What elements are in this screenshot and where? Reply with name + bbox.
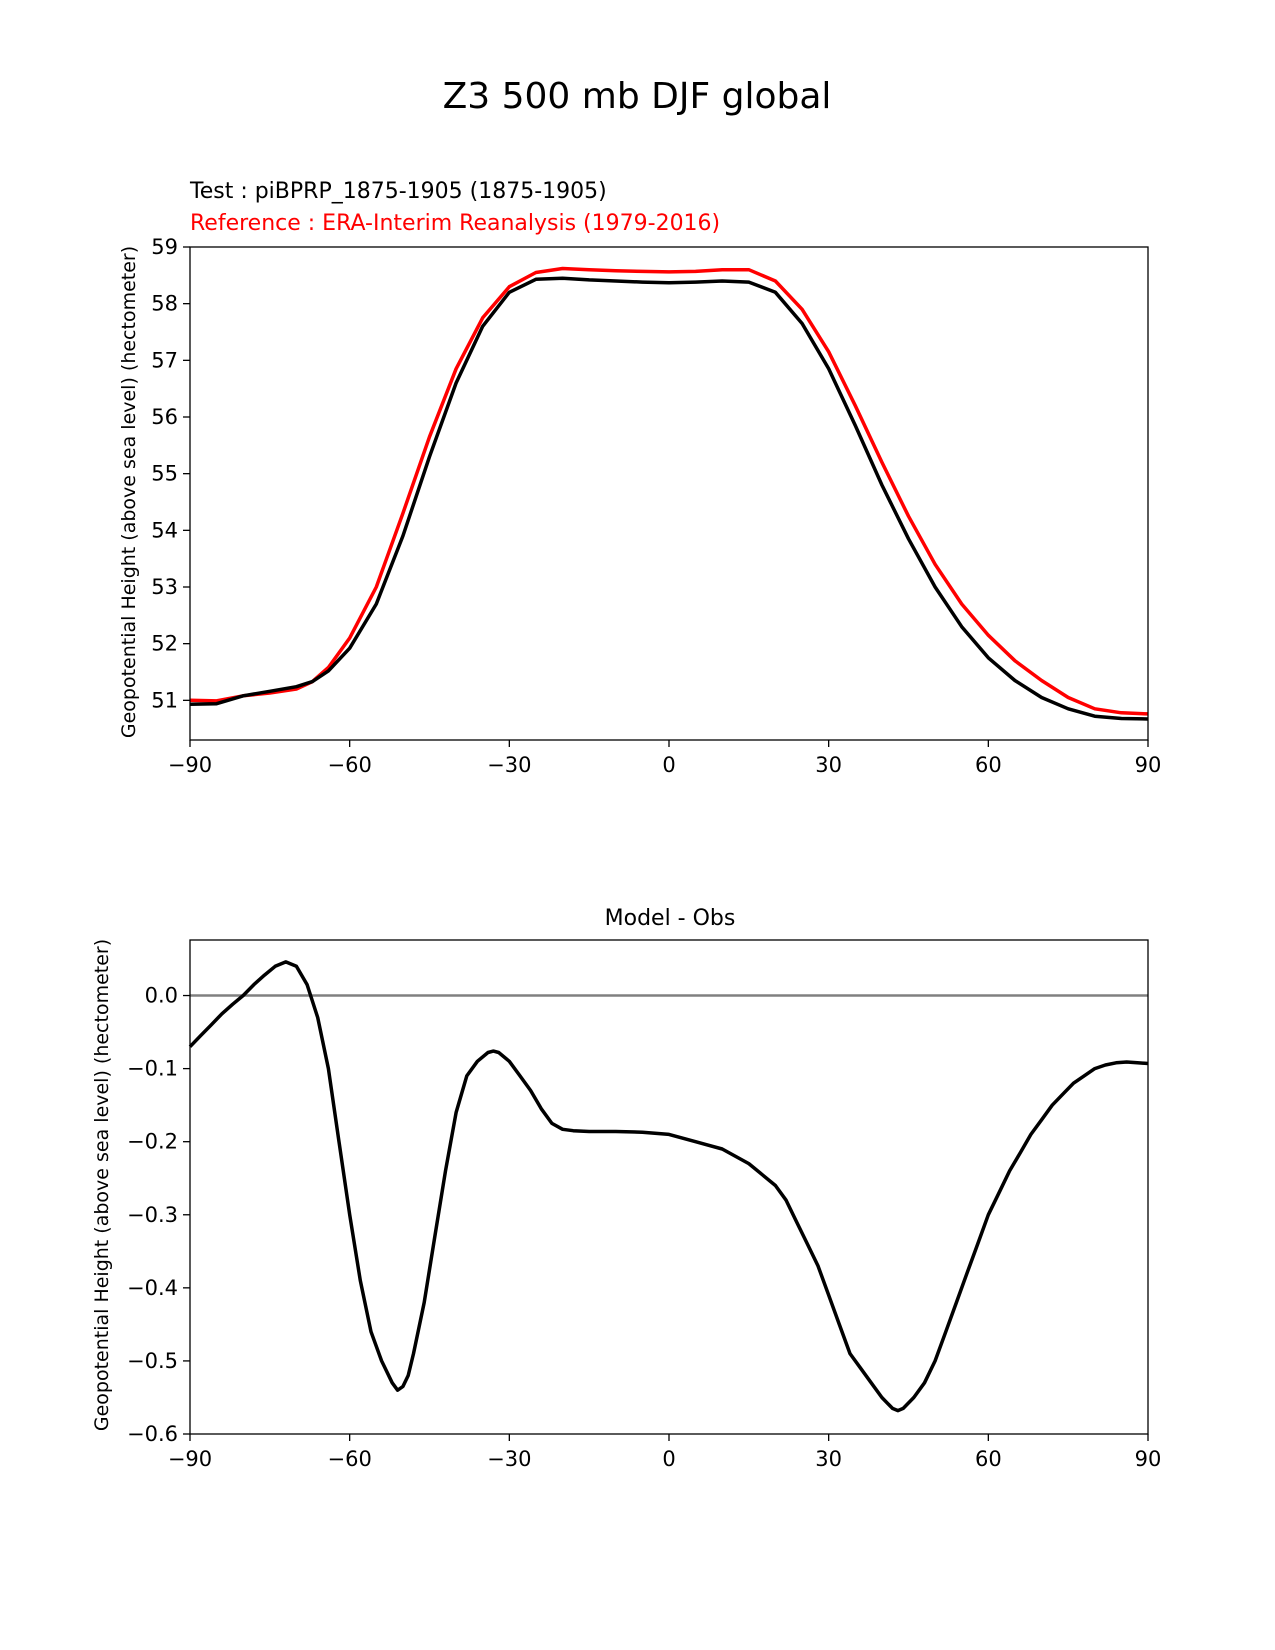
top-y-tick-label: 52 <box>151 632 178 656</box>
bottom-x-tick-label: 0 <box>662 1447 675 1471</box>
top-series-line-0 <box>189 266 1149 716</box>
top-series-line-1 <box>189 276 1149 721</box>
top-x-tick-label: 0 <box>662 753 675 777</box>
top-y-tick-label: 54 <box>151 518 178 542</box>
bottom-x-tick-label: 90 <box>1135 1447 1162 1471</box>
bottom-axes-frame <box>189 939 1149 1435</box>
bottom-x-tick-label: −30 <box>487 1447 531 1471</box>
bottom-y-tick-label: −0.3 <box>127 1203 178 1227</box>
top-chart-ylabel: Geopotential Height (above sea level) (h… <box>118 246 140 738</box>
top-y-tick-label: 57 <box>151 348 178 372</box>
top-chart-plot-area: −90 −60 −30 0 30 60 90 51 52 53 54 55 56 57 58 59 <box>151 235 1161 777</box>
bottom-x-tick-label: 30 <box>815 1447 842 1471</box>
bottom-y-tick-label: −0.2 <box>127 1130 178 1154</box>
bottom-chart-title: Model - Obs <box>605 906 736 931</box>
top-x-tick-label: 90 <box>1135 753 1162 777</box>
top-y-tick-label: 59 <box>151 235 178 259</box>
bottom-y-tick-label: −0.5 <box>127 1349 178 1373</box>
bottom-y-tick-label: −0.4 <box>127 1276 178 1300</box>
bottom-y-tick-label: 0.0 <box>145 984 178 1008</box>
bottom-x-tick-label: −60 <box>328 1447 372 1471</box>
top-x-tick-label: −90 <box>168 753 212 777</box>
top-chart-test-title: Test : piBPRP_1875-1905 (1875-1905) <box>189 179 607 204</box>
bottom-series-line-0 <box>188 960 1149 1413</box>
bottom-chart-ylabel: Geopotential Height (above sea level) (h… <box>91 939 113 1431</box>
bottom-chart: Model - Obs −90 −60 −30 0 30 60 900.0−0.1−0.2−… <box>91 906 1161 1471</box>
bottom-x-tick-label: −90 <box>168 1447 212 1471</box>
figure-title: Z3 500 mb DJF global <box>443 76 832 117</box>
top-x-tick-label: 60 <box>975 753 1002 777</box>
top-y-tick-label: 53 <box>151 575 178 599</box>
bottom-chart-plot-area: −90 −60 −30 0 30 60 90 0.0 −0.1 −0.2 −0.3 −0.4 −0.5 −… <box>127 939 1162 1471</box>
top-y-tick-label: 56 <box>151 405 178 429</box>
top-x-tick-label: −60 <box>328 753 372 777</box>
top-x-tick-label: 30 <box>815 753 842 777</box>
bottom-y-tick-label: −0.6 <box>127 1422 178 1446</box>
top-x-tick-label: −30 <box>487 753 531 777</box>
bottom-x-tick-label: 60 <box>975 1447 1002 1471</box>
top-chart-reference-title: Reference : ERA-Interim Reanalysis (1979… <box>190 211 720 236</box>
top-y-tick-label: 55 <box>151 462 178 486</box>
bottom-y-tick-label: −0.1 <box>127 1057 178 1081</box>
top-y-tick-label: 58 <box>151 292 178 316</box>
top-chart: Test : piBPRP_1875-1905 (1875-1905) Refe… <box>118 179 1161 777</box>
top-y-tick-label: 51 <box>151 688 178 712</box>
